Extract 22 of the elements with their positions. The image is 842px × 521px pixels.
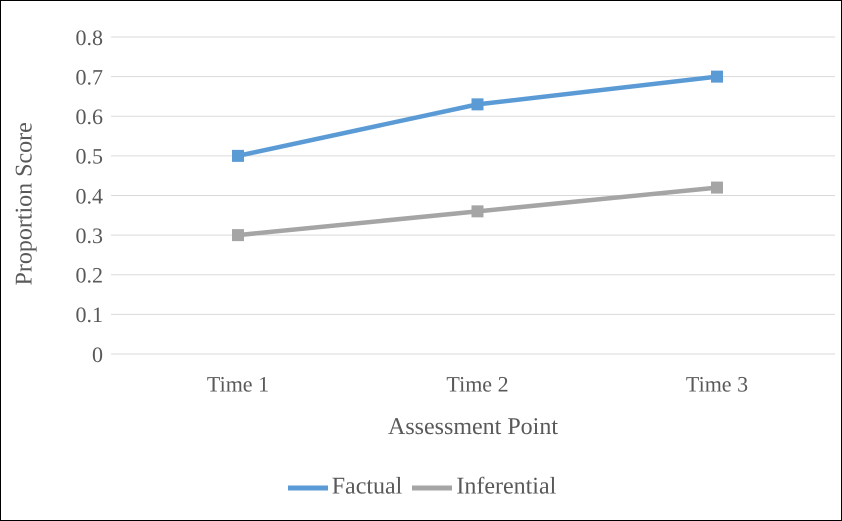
y-tick-label: 0.3 bbox=[76, 222, 103, 248]
point bbox=[232, 150, 244, 162]
y-tick-label: 0.5 bbox=[76, 144, 103, 169]
x-tick-label: Time 1 bbox=[206, 372, 270, 397]
point bbox=[711, 70, 723, 83]
x-axis-title: Assessment Point bbox=[388, 414, 558, 440]
x-tick-label: Time 2 bbox=[446, 372, 509, 397]
y-tick-label: 0.8 bbox=[76, 24, 103, 50]
legend-label: Factual bbox=[332, 474, 402, 500]
point bbox=[232, 229, 244, 242]
y-tick-label: 0.1 bbox=[76, 302, 103, 328]
point bbox=[711, 182, 723, 194]
y-tick-label: 0.7 bbox=[76, 64, 103, 90]
x-tick-label: Time 3 bbox=[686, 372, 748, 397]
y-tick-label: 0.2 bbox=[76, 262, 103, 288]
y-tick-label: 0.4 bbox=[76, 183, 103, 208]
point bbox=[472, 205, 484, 218]
y-tick-label: 0 bbox=[92, 342, 103, 367]
y-tick-label: 0.6 bbox=[76, 104, 103, 130]
y-axis-title: Proportion Score bbox=[12, 122, 38, 286]
legend-label: Inferential bbox=[456, 474, 556, 500]
point bbox=[472, 98, 484, 110]
